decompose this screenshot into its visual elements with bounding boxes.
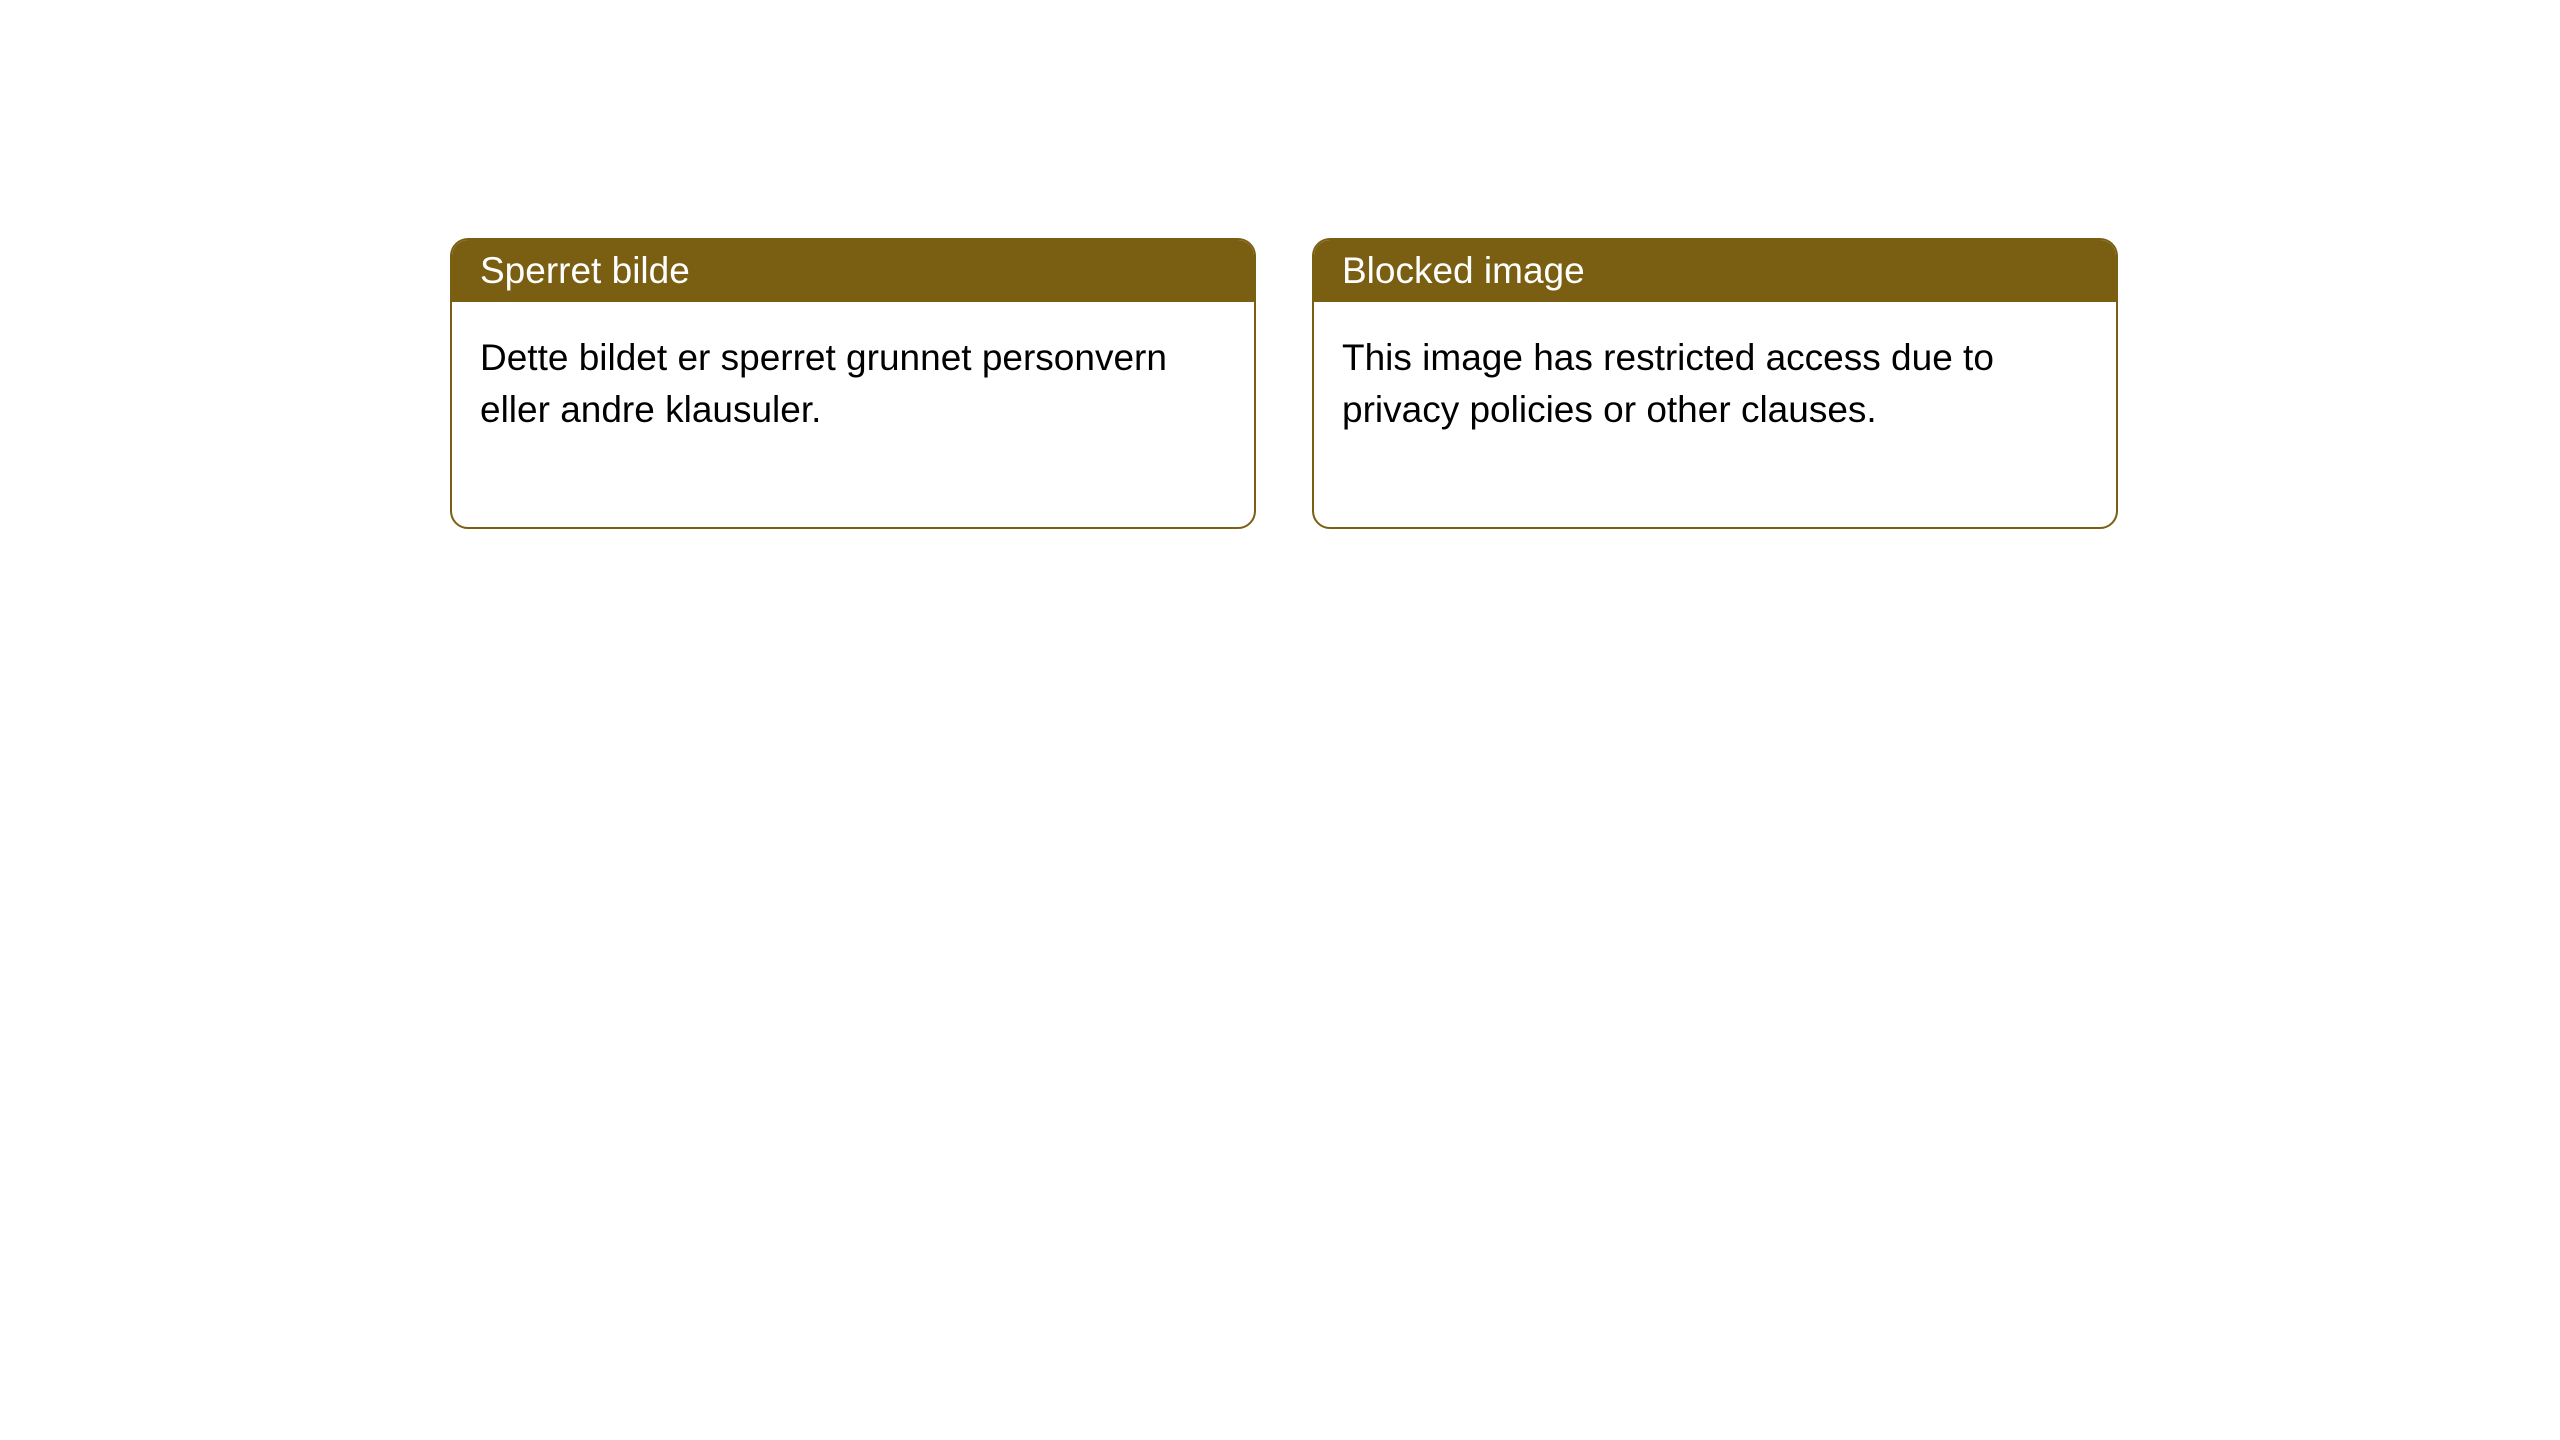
notice-container: Sperret bilde Dette bildet er sperret gr…: [0, 0, 2560, 529]
notice-body: This image has restricted access due to …: [1314, 302, 2116, 527]
notice-header: Sperret bilde: [452, 240, 1254, 302]
notice-box-norwegian: Sperret bilde Dette bildet er sperret gr…: [450, 238, 1256, 529]
notice-body-text: This image has restricted access due to …: [1342, 337, 1994, 430]
notice-title: Blocked image: [1342, 250, 1585, 291]
notice-body: Dette bildet er sperret grunnet personve…: [452, 302, 1254, 527]
notice-header: Blocked image: [1314, 240, 2116, 302]
notice-body-text: Dette bildet er sperret grunnet personve…: [480, 337, 1167, 430]
notice-box-english: Blocked image This image has restricted …: [1312, 238, 2118, 529]
notice-title: Sperret bilde: [480, 250, 690, 291]
